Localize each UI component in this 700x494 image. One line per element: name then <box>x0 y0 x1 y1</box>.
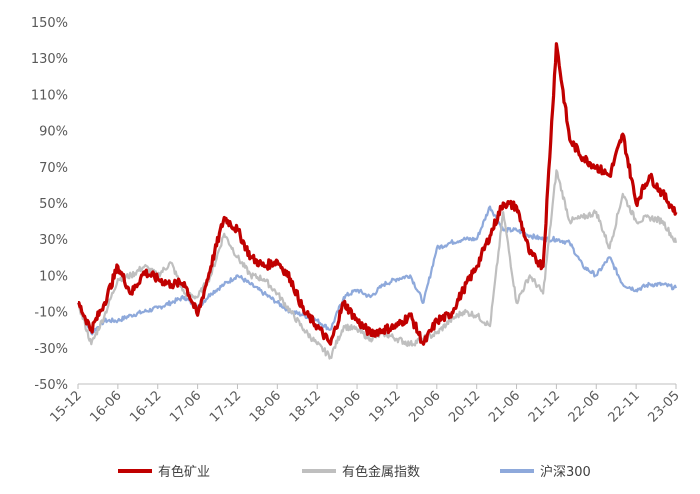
x-axis: 15-12 16-06 16-12 17-06 17-12 18-06 18-12 19-06… <box>48 383 683 426</box>
y-tick-label: 150% <box>31 16 68 31</box>
x-tick-label: 17-12 <box>207 388 244 425</box>
series-line-2 <box>76 205 678 336</box>
y-tick-label: 110% <box>31 88 68 103</box>
legend-label-1: 有色金属指数 <box>342 464 420 480</box>
x-tick-label: 22-11 <box>606 388 643 425</box>
x-tick-label: 17-06 <box>167 388 204 425</box>
x-tick-label: 21-06 <box>486 388 523 425</box>
series-layer <box>76 42 678 360</box>
x-tick-label: 21-12 <box>526 388 563 425</box>
legend-label-2: 沪深300 <box>540 464 591 480</box>
y-tick-label: 70% <box>39 161 68 176</box>
x-tick-label: 22-06 <box>566 388 603 425</box>
series-line-0 <box>77 42 678 346</box>
x-tick-label: 16-06 <box>87 388 124 425</box>
x-tick-label: 20-06 <box>406 388 443 425</box>
legend-label-0: 有色矿业 <box>158 464 210 480</box>
x-tick-label: 19-12 <box>366 388 403 425</box>
y-tick-label: 30% <box>39 233 68 248</box>
x-tick-label: 19-06 <box>327 388 364 425</box>
y-tick-label: 130% <box>31 52 68 67</box>
y-tick-label: 50% <box>39 197 68 212</box>
legend: 有色矿业 有色金属指数 沪深300 <box>118 464 591 480</box>
x-tick-label: 20-12 <box>446 388 483 425</box>
y-tick-label: -50% <box>34 378 68 393</box>
x-tick-label: 15-12 <box>48 388 85 425</box>
y-tick-label: -30% <box>34 342 68 357</box>
x-tick-label: 18-06 <box>247 388 284 425</box>
y-tick-label: -10% <box>34 306 68 321</box>
x-tick-label: 23-05 <box>646 388 683 425</box>
y-tick-label: 10% <box>39 269 68 284</box>
y-tick-label: 90% <box>39 125 68 140</box>
x-tick-label: 16-12 <box>127 388 164 425</box>
y-axis: 150% 130% 110% 90% 70% 50% 30% 10% -10% -30% -50% <box>31 16 68 393</box>
x-tick-label: 18-12 <box>287 388 324 425</box>
